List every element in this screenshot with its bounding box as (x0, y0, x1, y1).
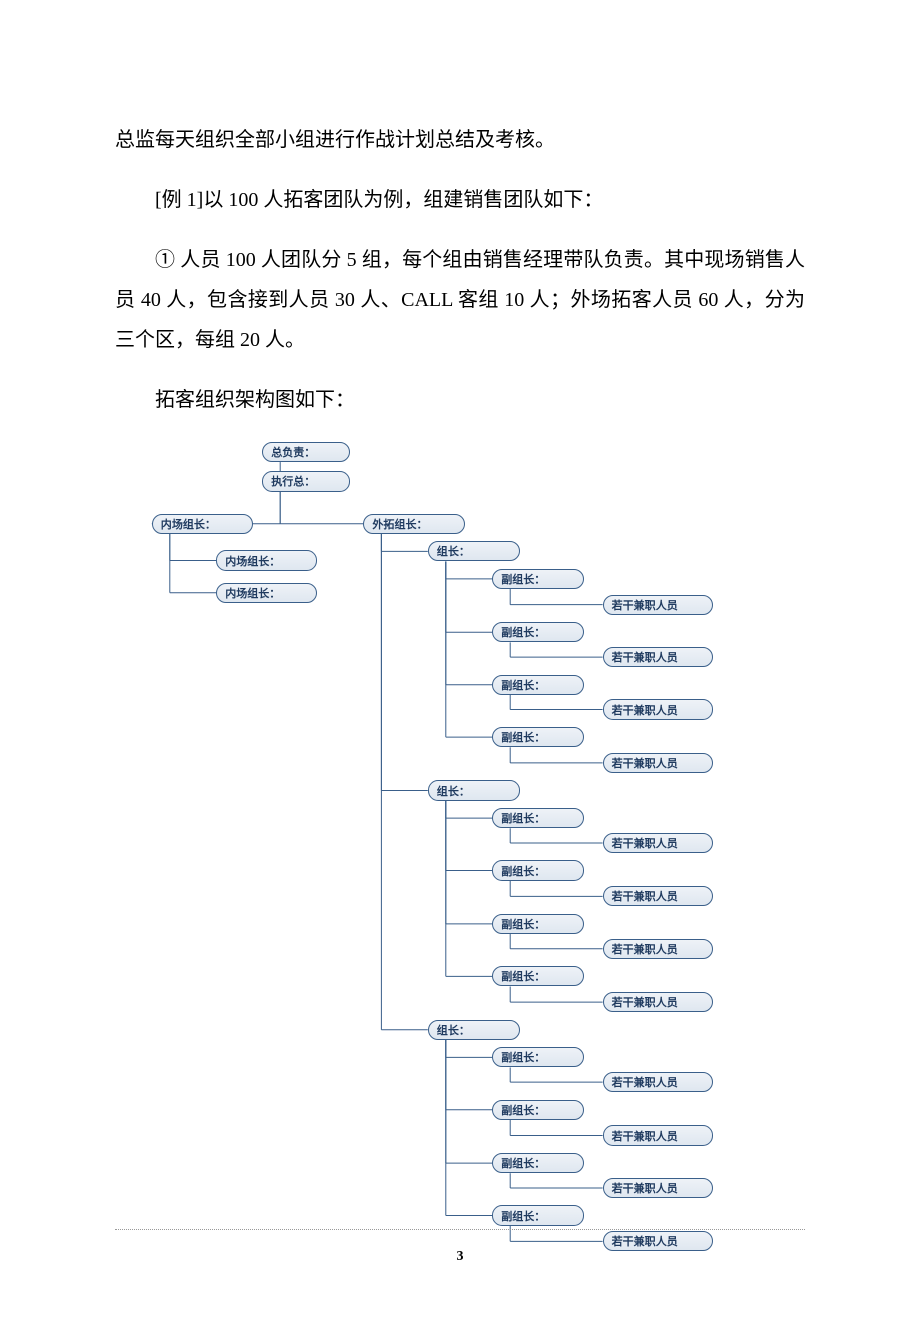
org-node-g1s4: 副组长： (492, 727, 584, 747)
org-node-g2s3: 副组长： (492, 914, 584, 934)
org-node-g3: 组长： (428, 1020, 520, 1040)
org-node-g3s1m: 若干兼职人员 (603, 1072, 713, 1092)
org-node-g1s2m: 若干兼职人员 (603, 647, 713, 667)
org-node-g2s1m: 若干兼职人员 (603, 833, 713, 853)
org-node-g1s2: 副组长： (492, 622, 584, 642)
org-node-g1s1m: 若干兼职人员 (603, 595, 713, 615)
org-node-n-in2: 内场组长： (216, 583, 317, 603)
org-node-g1s3: 副组长： (492, 675, 584, 695)
org-node-g3s2: 副组长： (492, 1100, 584, 1120)
footer-rule (115, 1229, 805, 1230)
org-node-g3s1: 副组长： (492, 1047, 584, 1067)
paragraph-1: 总监每天组织全部小组进行作战计划总结及考核。 (115, 120, 805, 160)
org-chart-container: 总负责： 执行总： 内场组长： 内场组长： 内场组长： 外拓组长： 组长： 副组长： 若干兼职人… (115, 440, 805, 1260)
paragraph-3: ① 人员 100 人团队分 5 组，每个组由销售经理带队负责。其中现场销售人员 … (115, 240, 805, 360)
org-node-g1s3m: 若干兼职人员 (603, 699, 713, 719)
org-node-g2: 组长： (428, 780, 520, 800)
org-node-root: 总负责： (262, 442, 349, 462)
org-node-g2s4m: 若干兼职人员 (603, 992, 713, 1012)
org-node-n-in: 内场组长： (152, 514, 253, 534)
org-node-g1s4m: 若干兼职人员 (603, 753, 713, 773)
org-node-g2s3m: 若干兼职人员 (603, 939, 713, 959)
page-number: 3 (0, 1249, 920, 1265)
org-chart-nodes-layer: 总负责： 执行总： 内场组长： 内场组长： 内场组长： 外拓组长： 组长： 副组长： 若干兼职人… (115, 440, 805, 1259)
org-node-exec: 执行总： (262, 471, 349, 491)
paragraph-2: [例 1]以 100 人拓客团队为例，组建销售团队如下： (115, 180, 805, 220)
org-node-g2s2m: 若干兼职人员 (603, 886, 713, 906)
org-node-g3s3: 副组长： (492, 1153, 584, 1173)
org-node-g3s2m: 若干兼职人员 (603, 1125, 713, 1145)
org-node-g1: 组长： (428, 541, 520, 561)
org-node-g1s1: 副组长： (492, 569, 584, 589)
org-node-g2s1: 副组长： (492, 808, 584, 828)
document-page: 总监每天组织全部小组进行作战计划总结及考核。 [例 1]以 100 人拓客团队为… (0, 0, 920, 1320)
org-node-g2s4: 副组长： (492, 966, 584, 986)
org-node-g3s3m: 若干兼职人员 (603, 1178, 713, 1198)
org-node-n-in1: 内场组长： (216, 550, 317, 570)
paragraph-4: 拓客组织架构图如下： (115, 380, 805, 420)
org-node-g3s4: 副组长： (492, 1205, 584, 1225)
org-node-g2s2: 副组长： (492, 860, 584, 880)
org-node-n-out: 外拓组长： (363, 514, 464, 534)
